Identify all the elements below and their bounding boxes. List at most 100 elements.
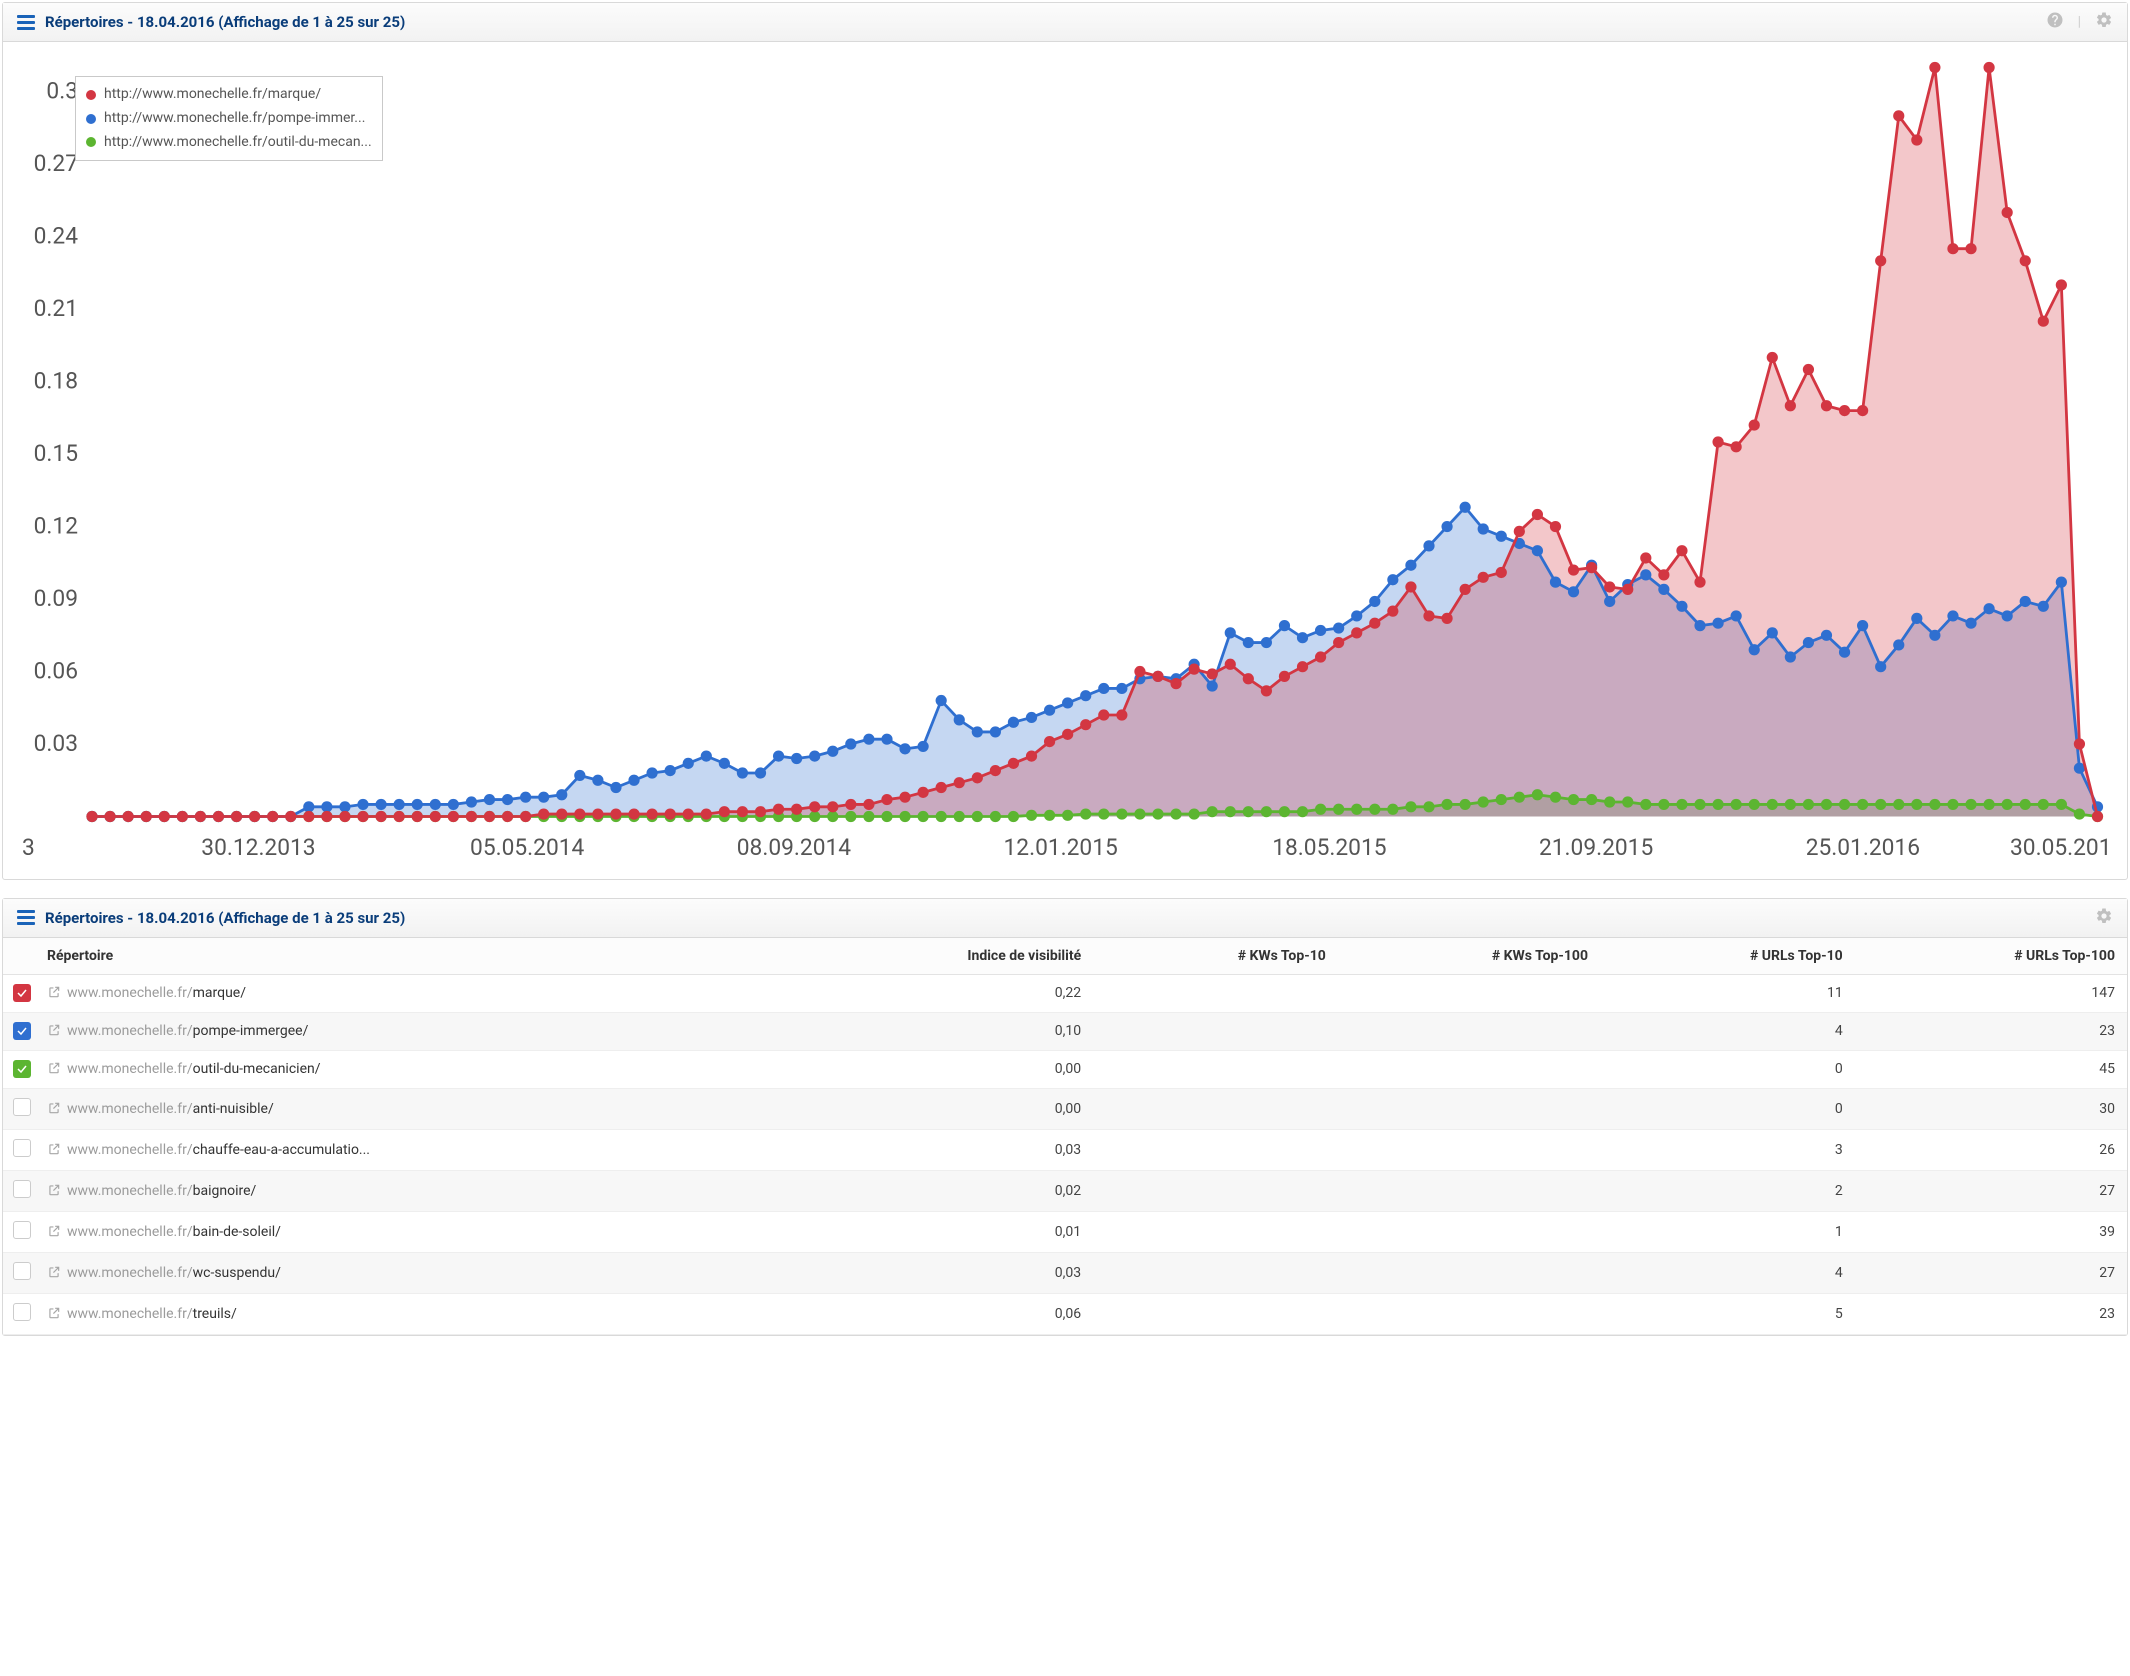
row-checkbox[interactable]	[13, 1303, 31, 1321]
url-path: baignoire/	[193, 1183, 257, 1199]
cell-repertoire[interactable]: www.monechelle.fr/anti-nuisible/	[35, 1088, 792, 1129]
legend-item[interactable]: http://www.monechelle.fr/marque/	[86, 83, 372, 107]
chart-marker	[1152, 671, 1163, 682]
chart-marker	[1405, 581, 1416, 592]
chart-marker	[1369, 618, 1380, 629]
chart-marker	[1568, 794, 1579, 805]
chart-marker	[1333, 804, 1344, 815]
chart-marker	[502, 794, 513, 805]
chart-marker	[845, 738, 856, 749]
row-checkbox[interactable]	[13, 1180, 31, 1198]
chart-marker	[1008, 811, 1019, 822]
chart-marker	[972, 811, 983, 822]
cell-repertoire[interactable]: www.monechelle.fr/wc-suspendu/	[35, 1252, 792, 1293]
external-link-icon[interactable]	[47, 985, 61, 999]
chart-marker	[520, 811, 531, 822]
chart-marker	[285, 811, 296, 822]
cell-repertoire[interactable]: www.monechelle.fr/pompe-immergee/	[35, 1012, 792, 1050]
row-checkbox[interactable]	[13, 1262, 31, 1280]
chart-marker	[990, 811, 1001, 822]
chart-marker	[2056, 279, 2067, 290]
chart-marker	[1875, 255, 1886, 266]
gear-icon[interactable]	[2095, 907, 2113, 929]
row-checkbox[interactable]	[13, 1098, 31, 1116]
external-link-icon[interactable]	[47, 1023, 61, 1037]
col-header[interactable]: # KWs Top-100	[1338, 938, 1600, 975]
chart-marker	[466, 796, 477, 807]
chart-marker	[628, 775, 639, 786]
col-header[interactable]: Indice de visibilité	[792, 938, 1093, 975]
chart-marker	[1676, 799, 1687, 810]
chart-marker	[1694, 620, 1705, 631]
chart-marker	[2056, 799, 2067, 810]
table-row: www.monechelle.fr/marque/0,2211147	[3, 974, 2127, 1012]
chart-marker	[863, 811, 874, 822]
cell-repertoire[interactable]: www.monechelle.fr/chauffe-eau-a-accumula…	[35, 1129, 792, 1170]
chart-marker	[357, 811, 368, 822]
row-checkbox[interactable]	[13, 1221, 31, 1239]
chart-marker	[1947, 799, 1958, 810]
chart-marker	[1658, 569, 1669, 580]
external-link-icon[interactable]	[47, 1142, 61, 1156]
col-header[interactable]: Répertoire	[35, 938, 792, 975]
help-icon[interactable]	[2046, 11, 2064, 33]
chart-panel: Répertoires - 18.04.2016 (Affichage de 1…	[2, 2, 2128, 880]
table-header-row: RépertoireIndice de visibilité# KWs Top-…	[3, 938, 2127, 975]
cell-repertoire[interactable]: www.monechelle.fr/treuils/	[35, 1293, 792, 1334]
external-link-icon[interactable]	[47, 1101, 61, 1115]
cell-kw100	[1338, 1012, 1600, 1050]
cell-vis: 0,22	[792, 974, 1093, 1012]
row-checkbox[interactable]	[13, 1139, 31, 1157]
external-link-icon[interactable]	[47, 1061, 61, 1075]
chart-marker	[881, 811, 892, 822]
url-domain: www.monechelle.fr/	[67, 985, 193, 1001]
chart-marker	[1116, 709, 1127, 720]
chart-marker	[1514, 792, 1525, 803]
chart-marker	[1441, 799, 1452, 810]
chart-marker	[1676, 545, 1687, 556]
chart-legend: http://www.monechelle.fr/marque/http://w…	[75, 76, 383, 161]
cell-repertoire[interactable]: www.monechelle.fr/marque/	[35, 974, 792, 1012]
chart-marker	[430, 811, 441, 822]
gear-icon[interactable]	[2095, 11, 2113, 33]
chart-marker	[845, 811, 856, 822]
chart-marker	[339, 811, 350, 822]
row-checkbox[interactable]	[13, 984, 31, 1002]
chart-marker	[1622, 584, 1633, 595]
col-header[interactable]: # KWs Top-10	[1093, 938, 1338, 975]
chart-marker	[2074, 738, 2085, 749]
chart-marker	[1676, 601, 1687, 612]
chart-marker	[881, 794, 892, 805]
external-link-icon[interactable]	[47, 1183, 61, 1197]
col-header[interactable]: # URLs Top-10	[1600, 938, 1855, 975]
chart-marker	[538, 808, 549, 819]
legend-item[interactable]: http://www.monechelle.fr/pompe-immer...	[86, 107, 372, 131]
chart-marker	[574, 770, 585, 781]
external-link-icon[interactable]	[47, 1306, 61, 1320]
chart-marker	[665, 808, 676, 819]
col-header[interactable]: # URLs Top-100	[1855, 938, 2127, 975]
chart-marker	[1496, 567, 1507, 578]
legend-item[interactable]: http://www.monechelle.fr/outil-du-mecan.…	[86, 131, 372, 155]
chart-marker	[1062, 810, 1073, 821]
cell-repertoire[interactable]: www.monechelle.fr/baignoire/	[35, 1170, 792, 1211]
cell-vis: 0,03	[792, 1252, 1093, 1293]
chart-marker	[990, 726, 1001, 737]
chart-panel-body: http://www.monechelle.fr/marque/http://w…	[3, 42, 2127, 879]
chart-marker	[1929, 799, 1940, 810]
y-tick-label: 0.06	[34, 658, 78, 685]
row-checkbox[interactable]	[13, 1022, 31, 1040]
chart-marker	[1857, 405, 1868, 416]
chart-marker	[430, 799, 441, 810]
menu-icon[interactable]	[17, 910, 35, 925]
menu-icon[interactable]	[17, 15, 35, 30]
directory-table: RépertoireIndice de visibilité# KWs Top-…	[3, 938, 2127, 1335]
cell-repertoire[interactable]: www.monechelle.fr/outil-du-mecanicien/	[35, 1050, 792, 1088]
legend-swatch	[86, 114, 96, 124]
row-checkbox[interactable]	[13, 1060, 31, 1078]
external-link-icon[interactable]	[47, 1224, 61, 1238]
external-link-icon[interactable]	[47, 1265, 61, 1279]
chart-marker	[1460, 799, 1471, 810]
chart-marker	[791, 753, 802, 764]
cell-repertoire[interactable]: www.monechelle.fr/bain-de-soleil/	[35, 1211, 792, 1252]
